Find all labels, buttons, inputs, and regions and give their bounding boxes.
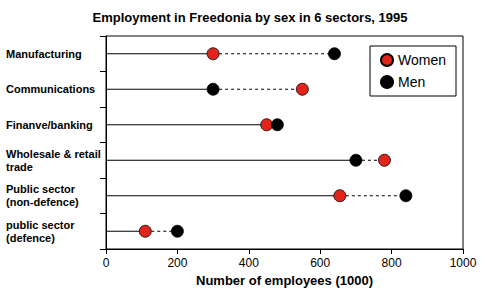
svg-text:(defence): (defence): [6, 232, 55, 244]
svg-text:Communications: Communications: [6, 83, 95, 95]
svg-text:0: 0: [103, 256, 110, 270]
svg-text:Finanve/banking: Finanve/banking: [6, 119, 93, 131]
svg-text:Wholesale & retail: Wholesale & retail: [6, 148, 104, 160]
svg-text:Manufacturing: Manufacturing: [6, 48, 82, 60]
svg-text:Public sector: Public sector: [6, 183, 78, 195]
svg-text:400: 400: [239, 256, 259, 270]
svg-text:(non-defence): (non-defence): [6, 196, 79, 208]
svg-text:trade: trade: [6, 161, 33, 173]
svg-text:Women: Women: [398, 52, 446, 68]
svg-text:800: 800: [382, 256, 402, 270]
svg-text:Men: Men: [398, 74, 425, 90]
svg-text:public sector: public sector: [6, 219, 78, 231]
svg-text:Employment in Freedonia by sex: Employment in Freedonia by sex in 6 sect…: [92, 10, 407, 25]
svg-text:Number of employees (1000): Number of employees (1000): [196, 273, 373, 288]
svg-text:1000: 1000: [450, 256, 477, 270]
svg-text:200: 200: [167, 256, 187, 270]
svg-text:600: 600: [310, 256, 330, 270]
